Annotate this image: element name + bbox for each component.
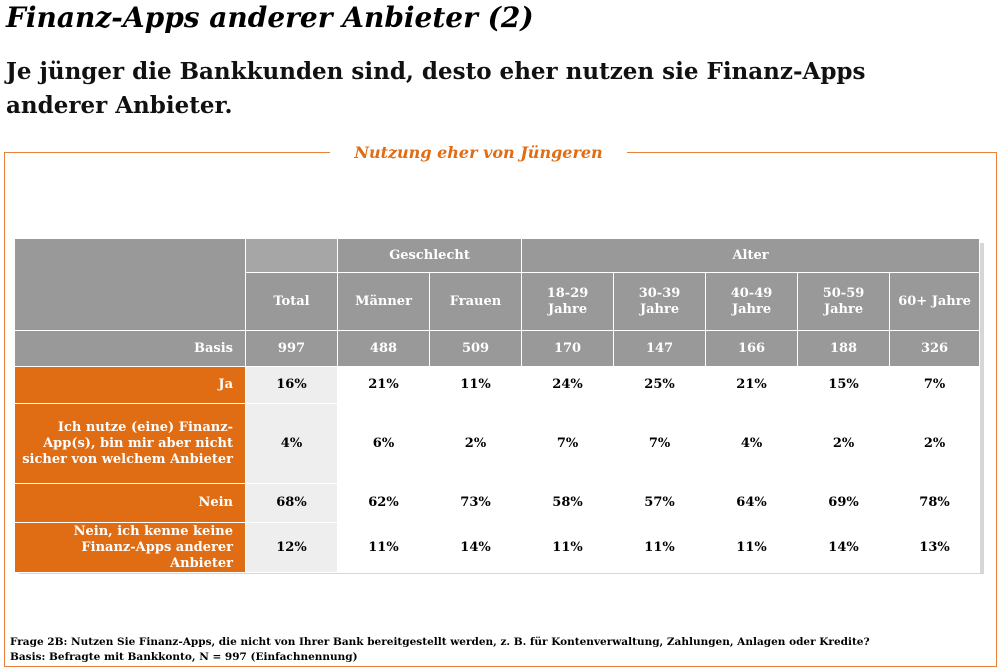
table-cell: 64% xyxy=(705,483,799,523)
table-cell: 7% xyxy=(613,403,707,484)
table-cell: 15% xyxy=(797,366,891,404)
table-cell: 147 xyxy=(613,330,707,367)
table-cell: 78% xyxy=(889,483,981,523)
table-cell: 69% xyxy=(797,483,891,523)
table-cell: 166 xyxy=(705,330,799,367)
table-cell: 4% xyxy=(245,403,338,484)
column-header-60plus: 60+ Jahre xyxy=(889,272,981,331)
corner-cell xyxy=(14,238,246,331)
table-cell: 14% xyxy=(428,522,523,573)
column-header-row: Total Männer Frauen 18-29 Jahre 30-39 Ja… xyxy=(15,272,981,331)
table-cell: 997 xyxy=(245,330,338,367)
column-header-30-39: 30-39 Jahre xyxy=(613,272,707,331)
table-cell: 509 xyxy=(428,330,523,367)
column-header-total: Total xyxy=(245,272,338,331)
survey-table: Geschlecht Alter Total Männer Frauen 18-… xyxy=(14,238,981,573)
table-cell: 11% xyxy=(613,522,707,573)
table-cell: 7% xyxy=(889,366,981,404)
group-header-row: Geschlecht Alter xyxy=(14,238,981,331)
column-header-50-59: 50-59 Jahre xyxy=(797,272,891,331)
table-cell: 6% xyxy=(337,403,430,484)
table-cell: 62% xyxy=(337,483,430,523)
table-cell: 14% xyxy=(797,522,891,573)
table-cell: 488 xyxy=(337,330,430,367)
table-cell: 73% xyxy=(428,483,523,523)
frame-caption: Nutzung eher von Jüngeren xyxy=(354,143,603,162)
table-row: Nein, ich kenne keine Finanz-Apps andere… xyxy=(14,522,981,573)
group-header-age: Alter xyxy=(521,238,981,273)
table-cell: 11% xyxy=(337,522,430,573)
table-cell: 12% xyxy=(245,522,338,573)
row-label-ja: Ja xyxy=(14,366,246,404)
column-header-18-29: 18-29 Jahre xyxy=(521,272,615,331)
blank-group-header xyxy=(245,238,338,273)
table-cell: 4% xyxy=(705,403,799,484)
table-cell: 170 xyxy=(521,330,615,367)
content-frame xyxy=(4,152,997,667)
table-cell: 11% xyxy=(705,522,799,573)
group-header-gender: Geschlecht xyxy=(336,238,523,273)
footnote: Frage 2B: Nutzen Sie Finanz-Apps, die ni… xyxy=(10,635,990,665)
table-cell: 25% xyxy=(613,366,707,404)
table-cell: 7% xyxy=(521,403,615,484)
table-cell: 2% xyxy=(889,403,981,484)
table-cell: 24% xyxy=(521,366,615,404)
table-cell: 58% xyxy=(521,483,615,523)
table-cell: 68% xyxy=(245,483,338,523)
row-label-nein-kenne-keine: Nein, ich kenne keine Finanz-Apps andere… xyxy=(14,522,246,573)
table-cell: 11% xyxy=(428,366,523,404)
page-title: Finanz-Apps anderer Anbieter (2) xyxy=(6,1,534,34)
column-header-maenner: Männer xyxy=(337,272,430,331)
row-label-nein: Nein xyxy=(14,483,246,523)
table-cell: 21% xyxy=(705,366,799,404)
frame-top-line-right xyxy=(627,152,997,153)
column-header-frauen: Frauen xyxy=(428,272,523,331)
basis-row: Basis 997 488 509 170 147 166 188 326 xyxy=(14,330,981,367)
table-cell: 13% xyxy=(889,522,981,573)
table-row: Ja 16% 21% 11% 24% 25% 21% 15% 7% xyxy=(14,366,981,404)
frame-top-line-left xyxy=(4,152,330,153)
footnote-question: Frage 2B: Nutzen Sie Finanz-Apps, die ni… xyxy=(10,636,870,648)
table-cell: 57% xyxy=(613,483,707,523)
table-cell: 188 xyxy=(797,330,891,367)
row-label-basis: Basis xyxy=(14,330,246,367)
table-cell: 16% xyxy=(245,366,338,404)
page-subtitle: Je jünger die Bankkunden sind, desto ehe… xyxy=(6,58,866,119)
table-cell: 326 xyxy=(889,330,981,367)
footnote-basis: Basis: Befragte mit Bankkonto, N = 997 (… xyxy=(10,651,358,663)
table-row: Ich nutze (eine) Finanz-App(s), bin mir … xyxy=(14,403,981,484)
table-cell: 2% xyxy=(428,403,523,484)
row-label-unsicher: Ich nutze (eine) Finanz-App(s), bin mir … xyxy=(14,403,246,484)
table-cell: 11% xyxy=(521,522,615,573)
table-cell: 21% xyxy=(337,366,430,404)
table-cell: 2% xyxy=(797,403,891,484)
column-header-40-49: 40-49 Jahre xyxy=(705,272,799,331)
table-row: Nein 68% 62% 73% 58% 57% 64% 69% 78% xyxy=(14,483,981,523)
